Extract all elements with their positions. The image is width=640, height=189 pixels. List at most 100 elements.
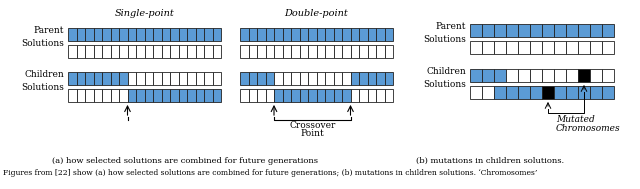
Bar [274,28,282,41]
Bar [77,45,85,58]
Text: Chromosomes: Chromosomes [556,124,621,133]
Bar [170,72,179,85]
Bar [578,24,590,37]
Bar [240,45,248,58]
Bar [85,45,93,58]
Bar [179,72,187,85]
Bar [153,28,161,41]
Bar [470,41,482,54]
Bar [317,45,325,58]
Bar [93,28,102,41]
Bar [85,89,93,102]
Bar [566,24,578,37]
Bar [291,89,300,102]
Bar [554,86,566,99]
Bar [351,45,359,58]
Bar [590,24,602,37]
Bar [291,28,300,41]
Bar [317,28,325,41]
Bar [161,72,170,85]
Bar [111,72,119,85]
Bar [518,41,530,54]
Bar [77,28,85,41]
Text: Mutated: Mutated [556,115,595,124]
Text: Point: Point [300,129,324,138]
Bar [542,69,554,82]
Bar [300,72,308,85]
Bar [195,45,204,58]
Bar [530,41,542,54]
Text: Parent: Parent [435,22,466,31]
Bar [145,72,153,85]
Text: Children: Children [24,70,64,79]
Bar [333,89,342,102]
Bar [542,86,554,99]
Bar [93,45,102,58]
Text: Figures from [22] show (a) how selected solutions are combined for future genera: Figures from [22] show (a) how selected … [3,169,538,177]
Bar [554,69,566,82]
Bar [257,45,266,58]
Bar [300,89,308,102]
Bar [291,45,300,58]
Bar [204,89,212,102]
Bar [77,72,85,85]
Bar [359,28,367,41]
Bar [342,72,351,85]
Bar [187,28,195,41]
Bar [518,24,530,37]
Bar [470,86,482,99]
Bar [274,89,282,102]
Bar [127,89,136,102]
Text: Children: Children [426,67,466,76]
Bar [554,41,566,54]
Bar [266,28,274,41]
Bar [145,28,153,41]
Bar [342,28,351,41]
Bar [317,89,325,102]
Bar [127,28,136,41]
Bar [470,24,482,37]
Bar [578,69,590,82]
Text: (a) how selected solutions are combined for future generations: (a) how selected solutions are combined … [52,157,318,165]
Bar [161,28,170,41]
Bar [566,41,578,54]
Bar [325,28,333,41]
Bar [161,89,170,102]
Bar [204,45,212,58]
Bar [317,72,325,85]
Bar [170,89,179,102]
Bar [308,28,317,41]
Bar [602,24,614,37]
Bar [153,72,161,85]
Bar [367,45,376,58]
Bar [274,72,282,85]
Text: (b) mutations in children solutions.: (b) mutations in children solutions. [416,157,564,165]
Bar [602,41,614,54]
Bar [170,28,179,41]
Bar [376,28,385,41]
Bar [333,28,342,41]
Bar [590,69,602,82]
Bar [179,28,187,41]
Bar [359,72,367,85]
Bar [602,69,614,82]
Bar [195,72,204,85]
Bar [111,28,119,41]
Bar [325,45,333,58]
Bar [506,69,518,82]
Bar [518,69,530,82]
Bar [136,28,145,41]
Text: Solutions: Solutions [21,39,64,48]
Bar [566,69,578,82]
Bar [482,69,494,82]
Bar [248,45,257,58]
Text: Parent: Parent [33,26,64,35]
Bar [240,89,248,102]
Bar [204,72,212,85]
Bar [257,28,266,41]
Bar [590,86,602,99]
Bar [282,89,291,102]
Bar [119,72,127,85]
Bar [153,45,161,58]
Bar [376,72,385,85]
